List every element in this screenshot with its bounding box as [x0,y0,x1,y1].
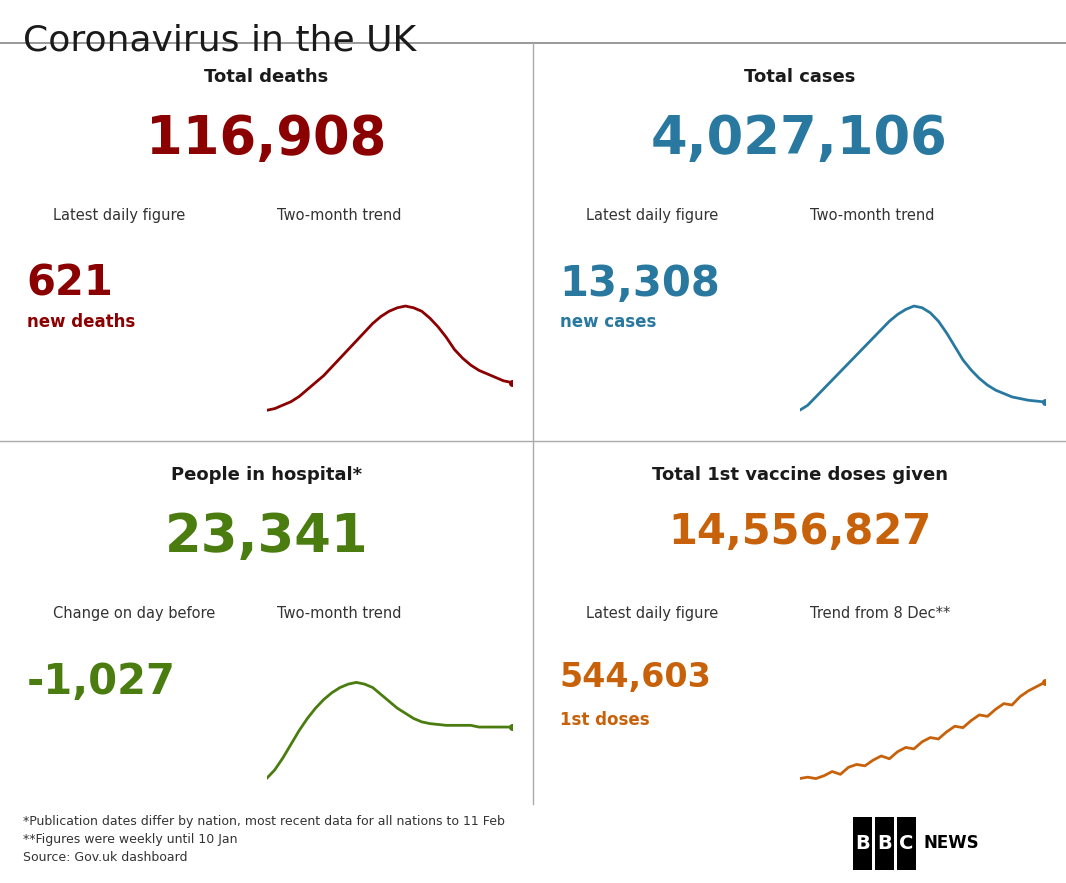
Text: Total cases: Total cases [744,68,855,86]
Text: B: B [877,834,892,853]
FancyBboxPatch shape [875,817,894,870]
FancyBboxPatch shape [897,817,916,870]
Text: 14,556,827: 14,556,827 [668,511,931,553]
Text: Change on day before: Change on day before [53,606,215,621]
Text: Two-month trend: Two-month trend [277,208,402,223]
Text: **Figures were weekly until 10 Jan: **Figures were weekly until 10 Jan [23,833,238,846]
Text: new deaths: new deaths [27,313,135,331]
Text: C: C [900,834,914,853]
Text: Source: Gov.uk dashboard: Source: Gov.uk dashboard [23,851,188,864]
Text: Latest daily figure: Latest daily figure [53,208,185,223]
Text: Two-month trend: Two-month trend [277,606,402,621]
Text: Total deaths: Total deaths [205,68,328,86]
Text: *Publication dates differ by nation, most recent data for all nations to 11 Feb: *Publication dates differ by nation, mos… [23,815,505,828]
Text: 23,341: 23,341 [164,511,369,563]
Text: 13,308: 13,308 [560,263,721,305]
Text: People in hospital*: People in hospital* [171,466,362,484]
Text: Trend from 8 Dec**: Trend from 8 Dec** [810,606,951,621]
Text: 4,027,106: 4,027,106 [651,113,948,165]
Text: Total 1st vaccine doses given: Total 1st vaccine doses given [651,466,948,484]
Text: -1,027: -1,027 [27,661,176,703]
Text: 544,603: 544,603 [560,661,711,694]
Text: 1st doses: 1st doses [560,711,649,729]
FancyBboxPatch shape [853,817,872,870]
Text: Latest daily figure: Latest daily figure [586,208,718,223]
Text: new cases: new cases [560,313,656,331]
Text: Latest daily figure: Latest daily figure [586,606,718,621]
Text: 621: 621 [27,263,113,305]
Text: NEWS: NEWS [924,834,980,852]
Text: Two-month trend: Two-month trend [810,208,935,223]
Text: B: B [855,834,870,853]
Text: Coronavirus in the UK: Coronavirus in the UK [23,23,417,57]
Text: 116,908: 116,908 [146,113,387,165]
